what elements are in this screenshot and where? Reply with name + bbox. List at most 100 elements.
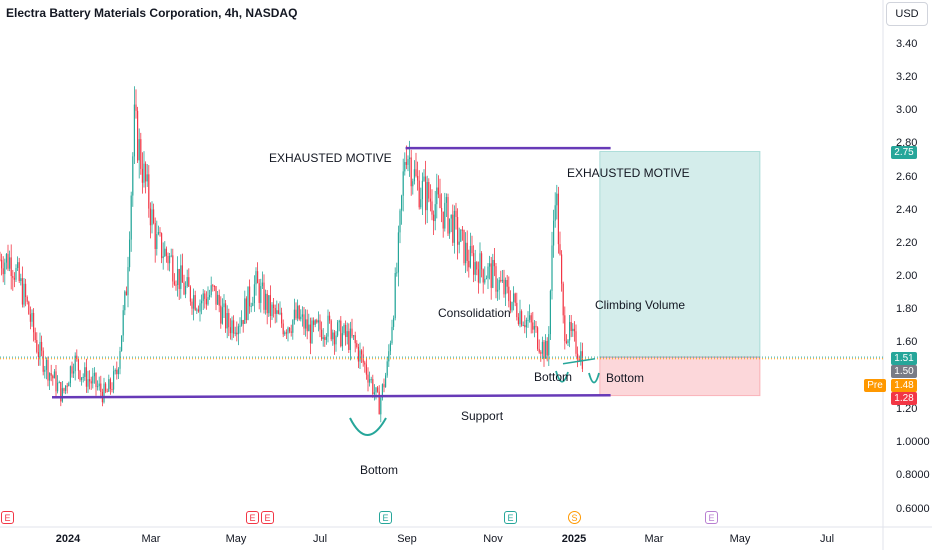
candle-body xyxy=(577,353,579,359)
candle-body xyxy=(95,372,97,388)
candle-body xyxy=(233,320,235,334)
candle-body xyxy=(303,314,305,329)
annotation-bottom[interactable]: Bottom xyxy=(606,371,645,385)
premarket-price-badge: 1.48 xyxy=(891,379,917,392)
candle-body xyxy=(524,325,526,328)
candle-body xyxy=(125,291,127,296)
candle-body xyxy=(495,266,497,292)
earnings-event-icon[interactable]: E xyxy=(504,511,517,524)
candle-body xyxy=(386,361,388,376)
candle-body xyxy=(20,278,22,281)
candle-body xyxy=(119,351,121,369)
candle-body xyxy=(265,293,267,310)
candle-body xyxy=(215,286,217,305)
candle-body xyxy=(364,362,366,365)
candle-body xyxy=(169,256,171,264)
x-tick: Jul xyxy=(819,533,835,545)
candle-body xyxy=(412,181,414,187)
candle-body xyxy=(485,278,487,280)
candle-body xyxy=(1,259,3,269)
candle-body xyxy=(269,295,271,316)
candle-body xyxy=(292,320,294,333)
candle-body xyxy=(189,286,191,302)
earnings-event-icon[interactable]: E xyxy=(261,511,274,524)
candle-body xyxy=(65,385,67,391)
candle-body xyxy=(335,335,337,345)
annotation-climbing-volume[interactable]: Climbing Volume xyxy=(595,298,686,312)
candle-body xyxy=(242,320,244,324)
candle-body xyxy=(279,312,281,314)
candle-body xyxy=(309,324,311,344)
candle-body xyxy=(301,314,303,317)
candle-body xyxy=(498,280,500,290)
earnings-event-icon[interactable]: E xyxy=(246,511,259,524)
candle-body xyxy=(474,262,476,275)
candle-body xyxy=(533,326,535,330)
annotation-exhausted-motive[interactable]: EXHAUSTED MOTIVE xyxy=(567,166,690,180)
candle-body xyxy=(220,305,222,324)
candle-body xyxy=(26,296,28,302)
split-event-icon[interactable]: S xyxy=(568,511,581,524)
candle-body xyxy=(487,266,489,279)
candle-body xyxy=(106,391,108,393)
candle-body xyxy=(268,295,270,314)
candle-body xyxy=(73,371,75,374)
annotation-bottom[interactable]: Bottom xyxy=(360,463,399,477)
candle-body xyxy=(210,285,212,296)
candle-body xyxy=(181,265,183,283)
earnings-event-icon[interactable]: E xyxy=(1,511,14,524)
x-tick: Mar xyxy=(644,533,664,545)
currency-button[interactable]: USD xyxy=(886,2,928,26)
annotation-exhausted-motive[interactable]: EXHAUSTED MOTIVE xyxy=(269,151,392,165)
candle-body xyxy=(377,387,379,392)
candle-body xyxy=(4,262,6,275)
premarket-tag: Pre xyxy=(864,379,886,392)
earnings-event-icon[interactable]: E xyxy=(705,511,718,524)
candle-body xyxy=(197,309,199,312)
candle-body xyxy=(297,305,299,319)
support-line xyxy=(51,394,611,399)
candle-body xyxy=(300,316,302,320)
candle-body xyxy=(223,303,225,308)
candle-body xyxy=(287,327,289,334)
annotation-bottom[interactable]: Bottom xyxy=(534,370,573,384)
candle-body xyxy=(266,293,268,314)
entry-price-badge: 1.51 xyxy=(891,352,917,365)
annotation-support[interactable]: Support xyxy=(461,409,504,423)
bottom-arc xyxy=(588,372,600,384)
candle-body xyxy=(226,313,228,329)
candle-body xyxy=(124,291,126,311)
candle-body xyxy=(277,310,279,314)
candle-body xyxy=(423,176,425,181)
candle-body xyxy=(561,254,563,284)
candle-body xyxy=(481,253,483,270)
candlestick-series xyxy=(0,86,583,423)
last-price-badge: 1.50 xyxy=(891,365,917,378)
candle-body xyxy=(132,156,134,196)
candle-body xyxy=(178,268,180,289)
candle-body xyxy=(311,320,313,344)
candle-body xyxy=(205,298,207,305)
candle-body xyxy=(77,359,79,371)
candle-body xyxy=(343,324,345,334)
candle-body xyxy=(537,327,539,349)
candle-body xyxy=(249,286,251,307)
candle-body xyxy=(89,379,91,382)
bottom-arc xyxy=(555,370,569,383)
candle-body xyxy=(497,289,499,292)
candle-body xyxy=(253,284,255,304)
candle-body xyxy=(441,207,443,212)
candle-body xyxy=(52,375,54,379)
candle-body xyxy=(84,367,86,377)
candle-body xyxy=(37,352,39,357)
candle-body xyxy=(82,376,84,378)
candle-body xyxy=(61,388,63,402)
candle-body xyxy=(457,216,459,245)
annotation-consolidation[interactable]: Consolidation xyxy=(438,306,511,320)
candle-body xyxy=(218,294,220,306)
candle-body xyxy=(564,315,566,342)
candle-body xyxy=(154,223,156,250)
candle-body xyxy=(207,297,209,305)
earnings-event-icon[interactable]: E xyxy=(379,511,392,524)
